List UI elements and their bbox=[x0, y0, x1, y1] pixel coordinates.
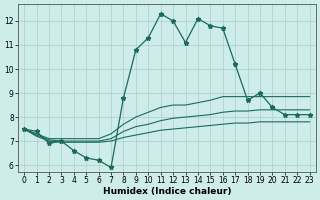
X-axis label: Humidex (Indice chaleur): Humidex (Indice chaleur) bbox=[103, 187, 231, 196]
